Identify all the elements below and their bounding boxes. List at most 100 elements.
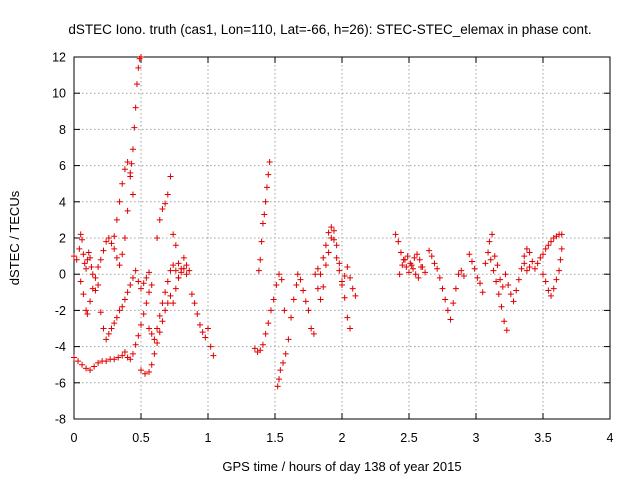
- data-point: [135, 278, 142, 285]
- data-point: [138, 54, 144, 60]
- x-tick-label: 1.5: [266, 431, 283, 445]
- data-point: [83, 307, 90, 314]
- data-point: [276, 271, 283, 278]
- data-point: [339, 282, 345, 289]
- data-point: [455, 271, 462, 278]
- data-point: [259, 220, 266, 227]
- data-point: [84, 311, 91, 318]
- data-point: [545, 242, 552, 249]
- data-point: [156, 216, 163, 223]
- data-point: [151, 336, 158, 343]
- x-tick-label: 4: [607, 431, 614, 445]
- data-point: [251, 345, 258, 352]
- data-point: [322, 242, 329, 249]
- data-point: [88, 263, 95, 270]
- data-point: [482, 260, 489, 267]
- data-point: [167, 173, 174, 180]
- series-sat-s: [466, 249, 510, 334]
- x-tick-labels: 0 0.5 1 1.5 2 2.5 3 3.5 4: [71, 431, 614, 445]
- data-point: [278, 276, 285, 283]
- data-point: [121, 296, 128, 303]
- data-point: [439, 285, 446, 292]
- data-point: [531, 265, 538, 272]
- data-point: [434, 265, 441, 272]
- series-sat-m: [294, 271, 317, 337]
- x-tick-label: 0: [71, 431, 78, 445]
- data-point: [352, 292, 359, 299]
- y-tick-label: 6: [59, 159, 66, 173]
- data-point: [108, 325, 115, 332]
- data-point: [138, 321, 144, 328]
- data-point: [487, 256, 494, 263]
- series-sat-h: [154, 173, 190, 278]
- data-point: [159, 318, 166, 325]
- series-sat-d: [92, 267, 153, 343]
- data-point: [407, 260, 414, 267]
- data-point: [347, 325, 354, 332]
- data-point: [542, 245, 549, 252]
- data-point: [468, 258, 475, 265]
- data-point: [124, 158, 131, 165]
- data-point: [507, 291, 514, 298]
- data-point: [164, 300, 171, 307]
- data-point: [87, 298, 94, 305]
- data-point: [404, 253, 411, 260]
- data-point: [202, 334, 209, 341]
- data-point: [293, 282, 300, 289]
- data-point: [499, 283, 506, 290]
- data-point: [183, 262, 190, 269]
- data-point: [119, 352, 126, 359]
- data-point: [317, 296, 324, 303]
- series-sat-t: [486, 231, 533, 305]
- data-point: [474, 274, 481, 281]
- data-point: [175, 274, 182, 281]
- data-point: [257, 347, 264, 354]
- series-sat-q: [396, 253, 425, 281]
- x-axis-label: GPS time / hours of day 138 of year 2015: [222, 459, 461, 474]
- data-point: [265, 320, 272, 327]
- data-point: [172, 285, 179, 292]
- data-point: [471, 265, 478, 272]
- data-point: [494, 262, 501, 269]
- data-point: [526, 249, 533, 256]
- data-point: [305, 307, 312, 314]
- data-point: [436, 274, 443, 281]
- data-point: [317, 271, 324, 278]
- data-point: [314, 285, 321, 292]
- data-point: [336, 267, 343, 274]
- data-point: [148, 361, 155, 368]
- data-point: [167, 267, 174, 274]
- data-point: [548, 238, 555, 245]
- data-point: [172, 267, 179, 274]
- data-point: [170, 262, 177, 269]
- data-point: [129, 350, 136, 357]
- series-sat-l: [274, 282, 300, 390]
- data-point: [521, 253, 528, 260]
- data-points: [71, 54, 565, 390]
- x-tick-label: 3: [473, 431, 480, 445]
- data-point: [115, 354, 122, 361]
- data-point: [164, 191, 171, 198]
- data-point: [294, 271, 301, 278]
- data-point: [80, 251, 87, 258]
- data-point: [396, 271, 403, 278]
- x-tick-label: 3.5: [534, 431, 551, 445]
- data-point: [442, 296, 449, 303]
- y-tick-labels: -8 -6 -4 -2 0 2 4 6 8 10 12: [52, 51, 66, 427]
- data-point: [85, 249, 92, 256]
- data-point: [113, 314, 120, 321]
- series-sat-g: [146, 254, 193, 343]
- data-point: [97, 256, 104, 263]
- data-point: [444, 307, 451, 314]
- data-point: [498, 303, 505, 310]
- data-point: [477, 280, 484, 287]
- data-point: [210, 352, 217, 359]
- data-point: [135, 64, 142, 71]
- data-point: [486, 238, 493, 245]
- data-point: [415, 274, 422, 281]
- data-point: [529, 258, 536, 265]
- data-point: [262, 330, 269, 337]
- data-point: [111, 233, 118, 240]
- data-point: [320, 254, 327, 261]
- series-sat-r: [426, 247, 467, 323]
